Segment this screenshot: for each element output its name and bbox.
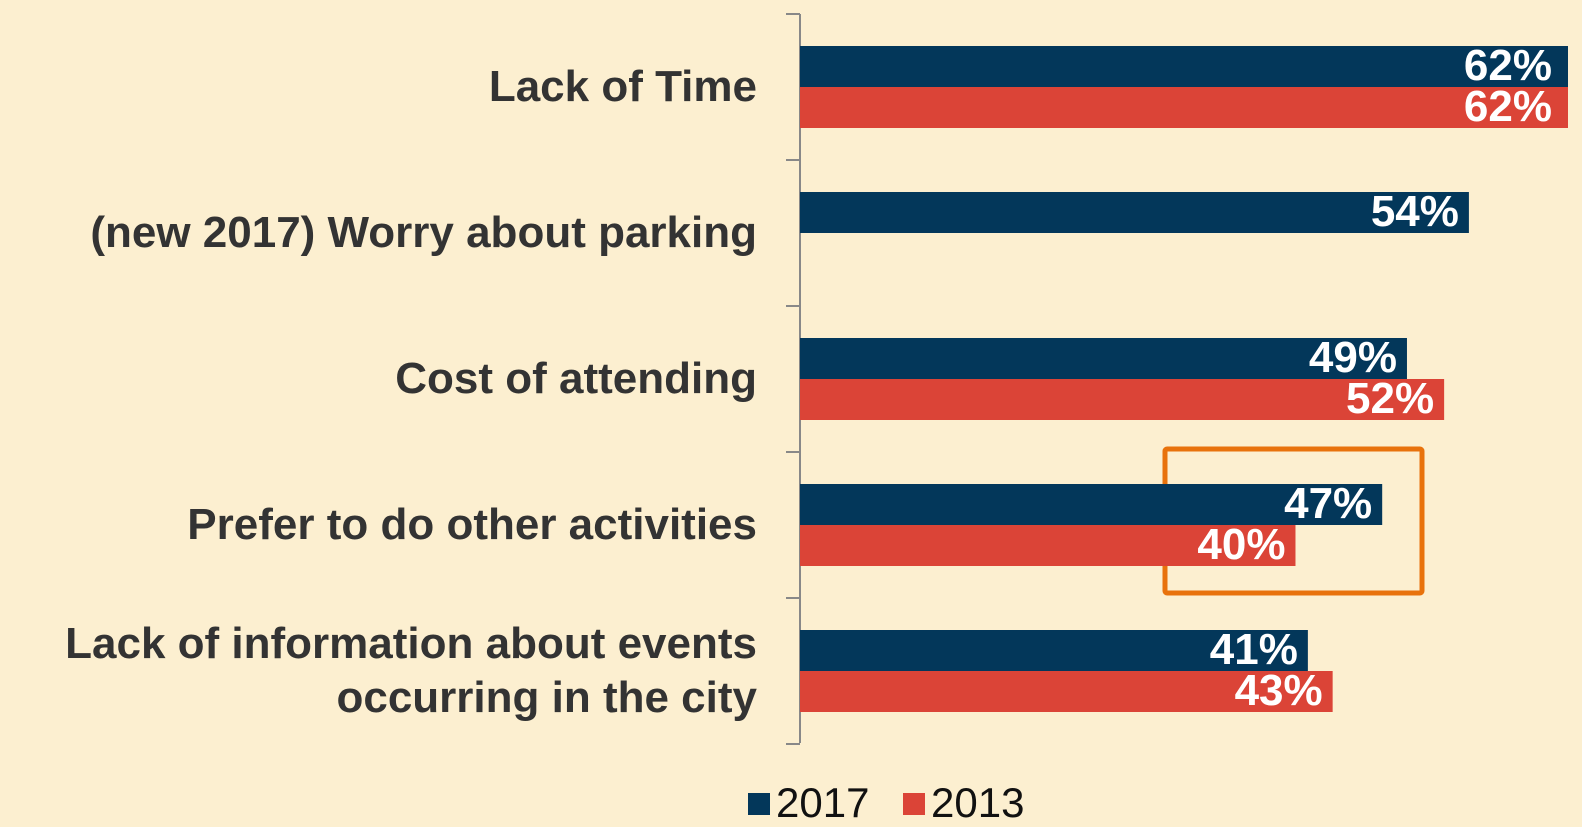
category-label: Cost of attending [395,354,757,403]
category-label: Prefer to do other activities [187,500,757,549]
legend-swatch [748,793,770,815]
value-label: 47% [1284,479,1372,528]
bar [800,192,1469,233]
bar [800,484,1383,525]
value-label: 54% [1371,187,1459,236]
value-label: 49% [1309,333,1397,382]
bar [800,379,1445,420]
legend-label: 2013 [931,779,1024,826]
category-label: Lack of information about events occurri… [65,619,757,722]
category-label: Lack of Time [488,62,757,111]
bar [800,87,1568,128]
value-label: 40% [1197,520,1285,569]
bar [800,671,1333,712]
bar [800,630,1308,671]
bar [800,338,1407,379]
value-label: 62% [1464,41,1552,90]
legend-label: 2017 [776,779,869,826]
value-label: 41% [1210,625,1298,674]
legend-swatch [903,793,925,815]
bar [800,525,1296,566]
value-label: 52% [1346,374,1434,423]
value-label: 43% [1235,666,1323,715]
value-label: 62% [1464,82,1552,131]
category-label: (new 2017) Worry about parking [90,208,757,257]
bar [800,46,1568,87]
